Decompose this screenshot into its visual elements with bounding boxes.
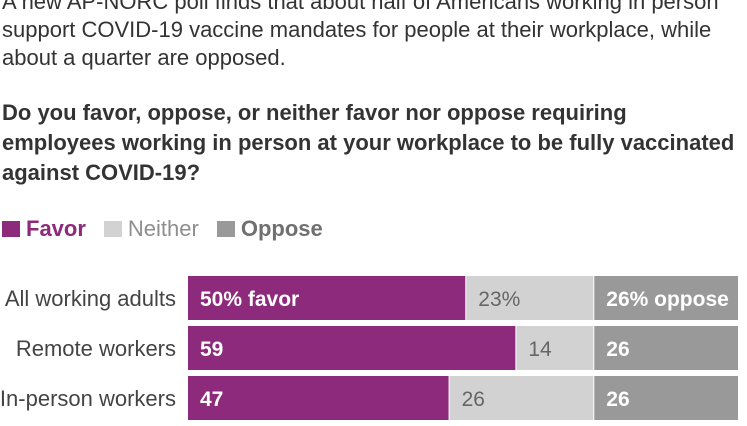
legend-swatch-neither <box>103 221 122 237</box>
data-label-favor-in-person-workers: 47 <box>200 388 223 411</box>
bar-favor-all-working-adults <box>188 276 466 320</box>
bar-oppose-in-person-workers <box>594 376 738 420</box>
intro-text: A new AP-NORC poll finds that about half… <box>2 0 719 70</box>
data-label-neither-in-person-workers: 26 <box>462 388 485 411</box>
legend: Favor Neither Oppose <box>2 214 341 244</box>
data-label-neither-remote-workers: 14 <box>528 338 552 361</box>
stacked-bar-chart: All working adults 50% favor 23% 26% oppose… <box>0 276 738 420</box>
legend-swatch-favor <box>2 221 20 237</box>
bar-favor-remote-workers <box>188 326 516 370</box>
data-label-favor-all-working-adults: 50% favor <box>200 288 299 311</box>
category-label-all-working-adults: All working adults <box>5 286 176 311</box>
bar-favor-in-person-workers <box>188 376 449 420</box>
data-label-oppose-all-working-adults: 26% oppose <box>606 288 729 311</box>
data-label-favor-remote-workers: 59 <box>200 338 223 361</box>
legend-item-neither: Neither <box>103 216 199 242</box>
legend-swatch-oppose <box>216 221 235 237</box>
category-label-in-person-workers: In-person workers <box>0 386 176 411</box>
data-label-oppose-remote-workers: 26 <box>606 338 629 361</box>
bar-oppose-remote-workers <box>594 326 738 370</box>
chart-question: Do you favor, oppose, or neither favor n… <box>2 100 735 185</box>
data-label-oppose-in-person-workers: 26 <box>606 388 629 411</box>
bar-neither-in-person-workers <box>449 376 594 420</box>
bar-neither-all-working-adults <box>466 276 594 320</box>
legend-label-oppose: Oppose <box>240 216 323 241</box>
bar-oppose-all-working-adults <box>594 276 738 320</box>
legend-item-favor: Favor <box>2 216 86 242</box>
data-label-neither-all-working-adults: 23% <box>478 288 520 311</box>
legend-label-neither: Neither <box>127 216 199 241</box>
legend-item-oppose: Oppose <box>216 216 323 242</box>
bar-neither-remote-workers <box>516 326 594 370</box>
category-label-remote-workers: Remote workers <box>16 336 176 361</box>
legend-label-favor: Favor <box>26 216 86 241</box>
